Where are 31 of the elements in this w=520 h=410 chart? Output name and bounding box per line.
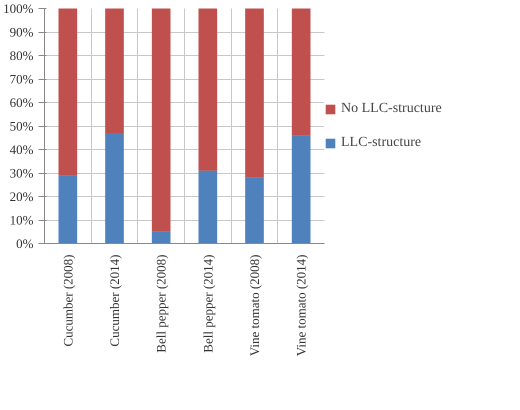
- y-tick-label: 80%: [10, 48, 34, 63]
- bar: [58, 8, 78, 176]
- x-tick-label: Vine tomato (2008): [247, 254, 262, 356]
- bar: [105, 8, 124, 134]
- bar: [245, 8, 264, 178]
- y-tick-label: 50%: [10, 118, 34, 134]
- y-tick-label: 100%: [3, 1, 34, 16]
- y-tick-label: 70%: [10, 72, 34, 86]
- bar: [58, 175, 78, 244]
- x-tick-label: Cucumber (2008): [60, 254, 76, 347]
- legend-label: LLC-structure: [341, 134, 422, 150]
- y-tick-label: 10%: [10, 212, 34, 228]
- x-tick-label: Bell pepper (2014): [200, 254, 216, 353]
- y-tick-label: 20%: [10, 189, 34, 204]
- bar: [105, 133, 124, 244]
- y-tick-label: 60%: [10, 95, 34, 110]
- bar: [292, 135, 310, 244]
- bar: [198, 170, 218, 244]
- x-tick-label: Cucumber (2014): [107, 254, 122, 347]
- bar: [152, 232, 170, 244]
- y-tick-label: 40%: [10, 142, 34, 157]
- y-tick-label: 30%: [10, 166, 34, 180]
- y-tick-label: 0%: [16, 236, 34, 251]
- bar: [198, 8, 218, 171]
- y-tick-label: 90%: [10, 24, 34, 40]
- bar: [292, 8, 310, 136]
- legend-label: No LLC-structure: [341, 100, 442, 116]
- bar: [152, 8, 170, 232]
- x-tick-label: Bell pepper (2008): [154, 254, 169, 353]
- bar: [245, 178, 264, 244]
- x-tick-label: Vine tomato (2014): [294, 254, 309, 356]
